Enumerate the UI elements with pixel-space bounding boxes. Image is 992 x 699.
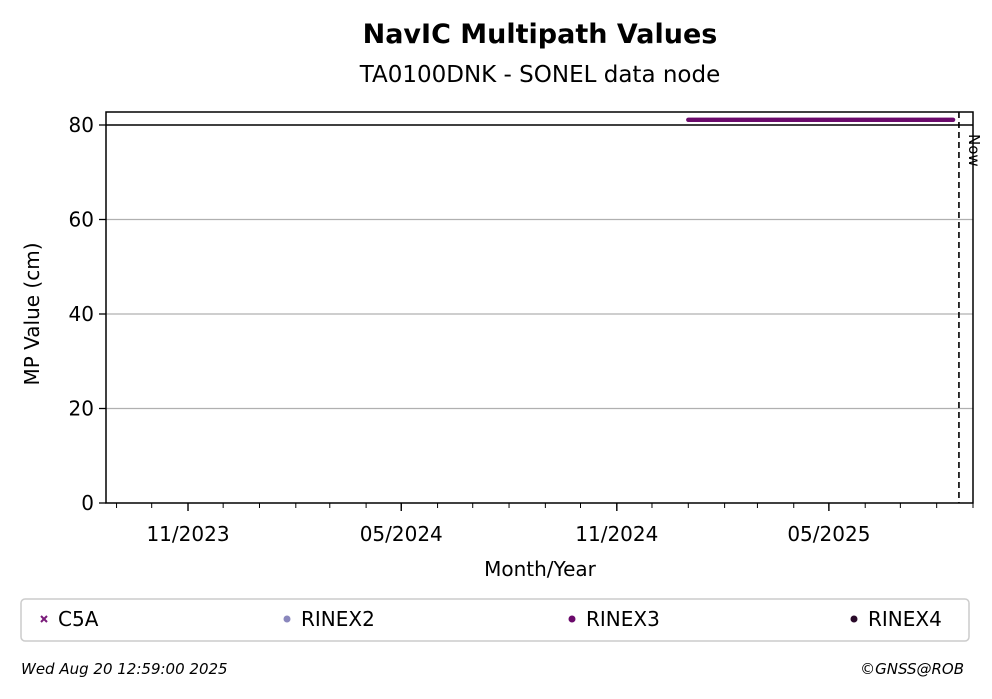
grid-layer — [106, 124, 973, 410]
chart-title: NavIC Multipath Values — [363, 19, 718, 50]
axes-layer: Now 0 20 40 60 80 11/2023 05/2024 11/2024 05/2025 — [69, 111, 983, 546]
data-point — [950, 117, 956, 122]
data-layer — [686, 117, 956, 122]
x-tick-label: 05/2024 — [360, 522, 443, 546]
legend-marker-stroke — [40, 615, 48, 623]
footer-credit: ©GNSS@ROB — [860, 660, 964, 678]
legend-label-rinex2: RINEX2 — [301, 607, 375, 631]
legend-label-rinex3: RINEX3 — [586, 607, 660, 631]
x-axis-label: Month/Year — [484, 557, 597, 581]
legend-marker-rinex4 — [850, 615, 858, 623]
now-label: Now — [965, 134, 983, 167]
y-tick-label: 40 — [69, 302, 94, 326]
series-rinex3 — [686, 117, 956, 122]
legend-marker-rinex2 — [283, 615, 291, 623]
y-tick-label: 20 — [69, 397, 94, 421]
y-tick-label: 0 — [81, 491, 94, 515]
y-axis-label: MP Value (cm) — [20, 242, 44, 385]
y-tick-label: 80 — [69, 113, 94, 137]
x-tick-label: 05/2025 — [787, 522, 870, 546]
plot-frame — [105, 111, 974, 504]
legend-marker-rinex3 — [568, 615, 576, 623]
y-tick-label: 60 — [69, 208, 94, 232]
footer-timestamp: Wed Aug 20 12:59:00 2025 — [21, 660, 228, 678]
legend-label-c5a: C5A — [58, 607, 99, 631]
legend-label-rinex4: RINEX4 — [868, 607, 942, 631]
legend: C5A RINEX2 RINEX3 RINEX4 — [20, 598, 970, 642]
legend-frame — [20, 598, 970, 642]
chart-subtitle: TA0100DNK - SONEL data node — [359, 62, 721, 88]
legend-marker-c5a — [40, 615, 48, 623]
x-tick-label: 11/2024 — [575, 522, 658, 546]
x-tick-label: 11/2023 — [146, 522, 229, 546]
